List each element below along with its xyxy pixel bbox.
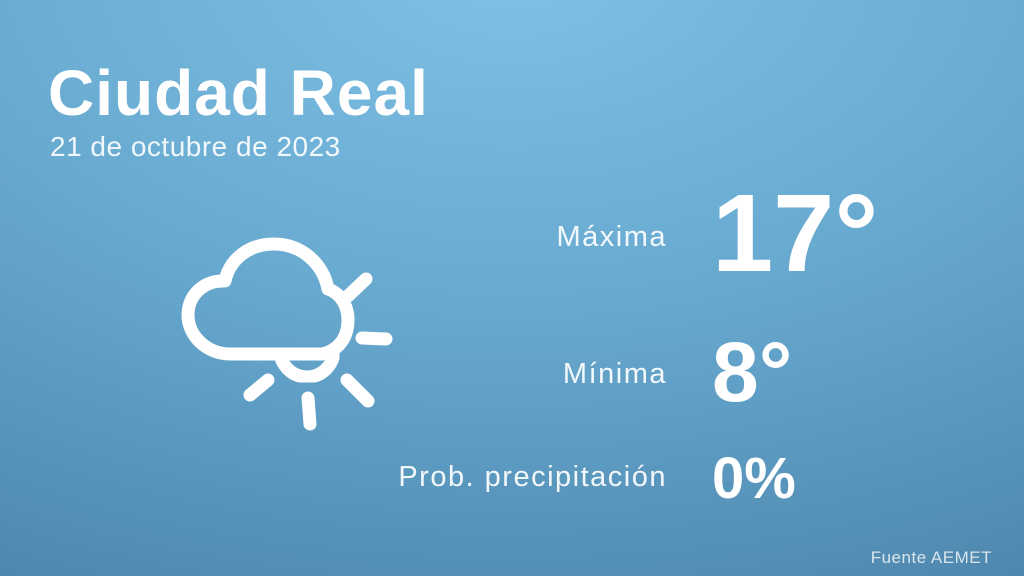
precipitation-prob-value: 0% (712, 446, 796, 511)
sun-ray-e (355, 331, 393, 346)
source-attribution: Fuente AEMET (870, 548, 992, 567)
cloud-icon (181, 237, 355, 361)
page-title: Ciudad Real (48, 57, 429, 129)
max-temp-value: 17° (712, 172, 879, 295)
min-temp-value: 8° (712, 325, 793, 419)
cloud-sun-icon (180, 237, 393, 433)
sun-ray-ne (341, 272, 373, 303)
date-subtitle: 21 de octubre de 2023 (50, 131, 341, 162)
precipitation-prob-label: Prob. precipitación (398, 461, 667, 493)
sun-ray-sw (243, 373, 275, 402)
sun-ray-s (301, 391, 317, 431)
sun-ray-se (340, 373, 375, 408)
min-temp-label: Mínima (562, 358, 667, 390)
max-temp-label: Máxima (556, 221, 667, 253)
